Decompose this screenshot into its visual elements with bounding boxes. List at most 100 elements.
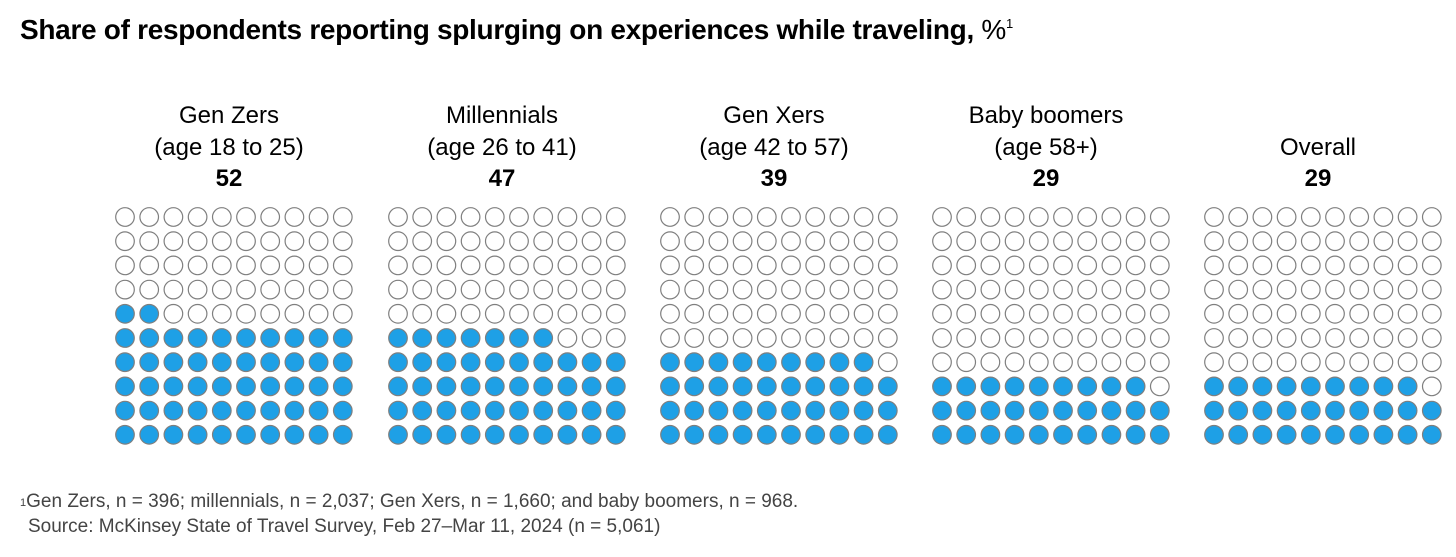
- waffle-dot-empty: [260, 279, 281, 300]
- waffle-dot-empty: [853, 279, 874, 300]
- panel-label-line2: (age 26 to 41): [427, 134, 577, 161]
- waffle-dot-filled: [388, 400, 408, 421]
- waffle-dot-empty: [236, 207, 256, 227]
- waffle-dot-filled: [1228, 424, 1249, 445]
- waffle-dot-empty: [956, 279, 977, 300]
- waffle-dot-filled: [412, 328, 433, 348]
- waffle-dot-empty: [163, 255, 184, 276]
- waffle-dot-filled: [187, 376, 208, 397]
- waffle-dot-empty: [1228, 279, 1249, 300]
- chart-title-text: Share of respondents reporting splurging…: [20, 14, 974, 45]
- waffle-dot-filled: [1276, 376, 1297, 397]
- waffle-dot-empty: [1125, 279, 1146, 300]
- waffle-dot-filled: [436, 328, 457, 348]
- waffle-dot-filled: [211, 328, 232, 348]
- waffle-dot-filled: [1149, 400, 1170, 421]
- waffle-dot-filled: [708, 424, 729, 445]
- waffle-dot-filled: [956, 400, 977, 421]
- waffle-dot-empty: [805, 255, 826, 276]
- footnote-marker: 1: [20, 497, 27, 509]
- waffle-dot-empty: [1149, 376, 1170, 397]
- waffle-dot-empty: [484, 303, 505, 324]
- waffle-dot-filled: [1004, 376, 1025, 397]
- waffle-dot-empty: [581, 279, 602, 300]
- waffle-dot-empty: [388, 231, 408, 252]
- waffle-dot-filled: [308, 376, 329, 397]
- waffle-dot-empty: [805, 279, 826, 300]
- waffle-dot-filled: [484, 352, 505, 373]
- waffle-dot-empty: [1053, 279, 1073, 300]
- waffle-dot-filled: [605, 376, 626, 397]
- waffle-dot-filled: [115, 400, 135, 421]
- waffle-dot-empty: [484, 231, 505, 252]
- waffle-dot-empty: [877, 303, 898, 324]
- waffle-dot-empty: [260, 255, 281, 276]
- waffle-dot-filled: [163, 376, 184, 397]
- waffle-dot-filled: [236, 400, 256, 421]
- waffle-dot-filled: [684, 352, 705, 373]
- waffle-dot-filled: [684, 424, 705, 445]
- waffle-dot-empty: [284, 279, 305, 300]
- waffle-dot-empty: [1252, 352, 1273, 373]
- waffle-dot-empty: [756, 255, 777, 276]
- waffle-dot-empty: [139, 279, 160, 300]
- waffle-dot-empty: [484, 255, 505, 276]
- waffle-dot-filled: [660, 376, 680, 397]
- waffle-dot-empty: [436, 231, 457, 252]
- waffle-dot-empty: [260, 231, 281, 252]
- waffle-dot-empty: [509, 207, 529, 227]
- waffle-dot-filled: [980, 424, 1001, 445]
- waffle-dot-empty: [1204, 303, 1224, 324]
- panel-value: 47: [488, 165, 516, 192]
- waffle-dot-empty: [533, 207, 554, 227]
- waffle-dot-empty: [605, 231, 626, 252]
- waffle-dot-empty: [980, 303, 1001, 324]
- waffle-dot-empty: [1300, 303, 1321, 324]
- waffle-dot-empty: [581, 328, 602, 348]
- waffle-dot-empty: [460, 279, 481, 300]
- waffle-dot-filled: [260, 424, 281, 445]
- waffle-dot-filled: [308, 352, 329, 373]
- waffle-dot-empty: [605, 303, 626, 324]
- waffle-dot-empty: [509, 231, 529, 252]
- waffle-dot-empty: [756, 279, 777, 300]
- waffle-dot-filled: [1373, 424, 1394, 445]
- waffle-dot-filled: [1300, 400, 1321, 421]
- waffle-dot-filled: [1053, 376, 1073, 397]
- waffle-dot-empty: [1004, 207, 1025, 227]
- waffle-dot-filled: [829, 352, 850, 373]
- waffle-dot-empty: [1349, 207, 1370, 227]
- waffle-dot-empty: [1028, 303, 1049, 324]
- waffle-dot-empty: [877, 207, 898, 227]
- waffle-dot-empty: [853, 231, 874, 252]
- waffle-dot-filled: [436, 352, 457, 373]
- waffle-dot-empty: [1149, 328, 1170, 348]
- waffle-dot-empty: [1252, 303, 1273, 324]
- waffle-dot-filled: [187, 424, 208, 445]
- waffle-dot-empty: [732, 207, 753, 227]
- waffle-dot-empty: [1149, 303, 1170, 324]
- waffle-dot-empty: [308, 255, 329, 276]
- waffle-dot-filled: [1300, 376, 1321, 397]
- waffle-dot-empty: [1053, 352, 1073, 373]
- waffle-dot-empty: [829, 303, 850, 324]
- waffle-dot-filled: [756, 424, 777, 445]
- waffle-dot-empty: [1300, 328, 1321, 348]
- waffle-dot-filled: [332, 400, 353, 421]
- waffle-dot-filled: [260, 400, 281, 421]
- waffle-dot-empty: [1421, 279, 1442, 300]
- waffle-dot-empty: [932, 328, 952, 348]
- waffle-panel-baby-boomers: Baby boomers (age 58+) 29: [921, 100, 1171, 450]
- waffle-dot-filled: [1204, 376, 1224, 397]
- waffle-dot-filled: [1325, 376, 1345, 397]
- waffle-dot-filled: [260, 352, 281, 373]
- waffle-dot-filled: [853, 376, 874, 397]
- waffle-dot-filled: [1228, 400, 1249, 421]
- title-footnote-marker: 1: [1006, 16, 1013, 31]
- waffle-dot-empty: [1028, 279, 1049, 300]
- waffle-dot-empty: [1373, 303, 1394, 324]
- waffle-dot-filled: [932, 424, 952, 445]
- waffle-dot-filled: [805, 352, 826, 373]
- waffle-dot-filled: [781, 352, 801, 373]
- waffle-dot-empty: [853, 255, 874, 276]
